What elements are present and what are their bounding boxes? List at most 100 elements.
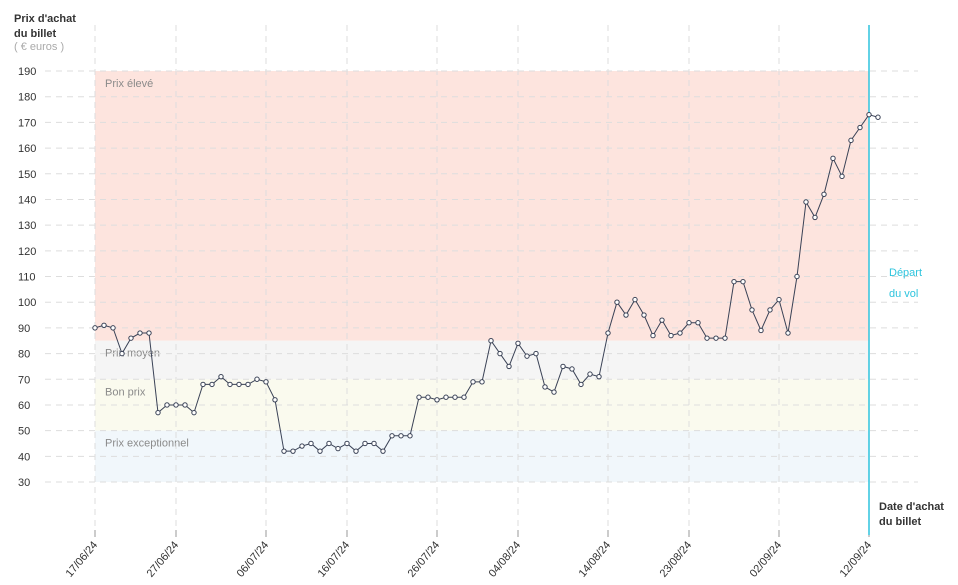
y-tick-label: 60 [18,400,30,412]
y-tick-label: 190 [18,66,36,78]
price-point [218,373,224,380]
x-tick-label: 27/06/24 [145,539,182,580]
y-tick-label: 170 [18,117,36,129]
price-point [443,394,449,400]
y-unit: ( € euros ) [14,41,64,53]
price-point [146,330,152,336]
price-point [731,278,737,285]
price-point [767,307,773,313]
price-point [596,373,602,380]
x-tick-label: 23/08/24 [658,539,695,580]
band-label: Prix moyen [105,348,160,360]
price-point [290,448,296,454]
price-point [326,440,332,447]
y-tick-label: 70 [18,374,30,386]
price-point [191,409,197,416]
price-point [308,440,314,447]
price-point [110,325,116,331]
x-title: du billet [879,516,922,528]
price-point [344,440,350,447]
price-point [533,350,539,357]
x-tick-label: 06/07/24 [235,539,272,580]
price-point [488,338,494,344]
y-tick-label: 180 [18,92,36,104]
x-tick-label: 26/07/24 [406,539,443,580]
price-point [416,394,422,400]
price-point [182,402,188,408]
price-point [164,402,170,408]
y-title: du billet [14,28,57,40]
price-point [263,379,269,385]
price-point [641,312,647,318]
price-point [200,381,206,388]
y-tick-label: 150 [18,169,36,181]
price-point [353,448,359,454]
price-point [119,350,125,357]
price-point [542,384,548,390]
x-title: Date d'achat [879,501,944,513]
price-point [236,381,242,388]
price-point [722,335,728,341]
band-label: Prix élevé [105,78,153,90]
price-point [614,299,620,305]
price-point [695,320,701,326]
price-point [245,381,251,388]
y-tick-label: 160 [18,143,36,155]
price-point [839,173,845,180]
price-point [803,199,809,205]
price-point [650,332,656,339]
x-tick-label: 02/09/24 [748,539,785,580]
price-point [128,335,134,341]
price-point [578,381,584,388]
y-tick-label: 30 [18,477,30,489]
band-label: Prix exceptionnel [105,438,189,450]
departure-label: Départ [889,267,922,279]
price-point [776,296,782,303]
price-point [749,307,755,313]
price-point [794,273,800,280]
price-point [623,312,629,318]
price-point [425,394,431,400]
band-label: Bon prix [105,386,146,398]
price-point [137,330,143,336]
price-point [317,448,323,454]
price-point [380,448,386,454]
price-point [299,443,305,449]
price-point [632,296,638,303]
price-point [551,389,557,395]
price-point [812,214,818,221]
price-point [686,320,692,326]
y-tick-label: 40 [18,451,30,463]
price-point [668,332,674,339]
price-point [407,433,413,439]
price-point [560,363,566,370]
y-tick-label: 90 [18,323,30,335]
y-tick-label: 50 [18,426,30,438]
departure-label: du vol [889,288,918,300]
price-point [821,191,827,198]
y-tick-label: 140 [18,194,36,206]
y-title: Prix d'achat [14,13,76,25]
price-point [848,137,854,144]
price-point [515,340,521,346]
price-point [587,371,593,377]
price-point [569,366,575,372]
price-point [434,397,440,403]
price-point [713,335,719,341]
x-tick-label: 16/07/24 [316,539,353,580]
price-point [101,322,107,329]
price-point [470,379,476,385]
price-point [605,330,611,336]
y-tick-label: 80 [18,349,30,361]
x-tick-label: 12/09/24 [838,539,875,580]
price-point [785,330,791,336]
price-point [659,317,665,323]
price-point [209,381,215,388]
price-point [389,433,395,439]
price-point [452,394,458,400]
price-point [704,335,710,341]
price-point [461,394,467,400]
price-point [524,353,530,359]
price-point [281,448,287,454]
